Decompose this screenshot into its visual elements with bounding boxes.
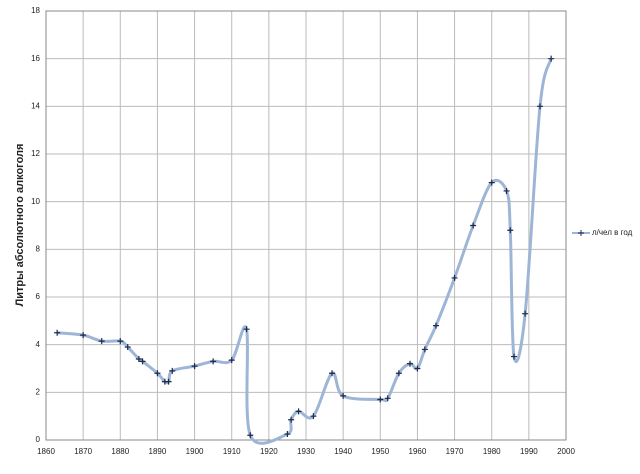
marker [288, 416, 295, 423]
marker [537, 103, 543, 110]
marker [295, 408, 302, 415]
x-tick-label: 1970 [446, 447, 464, 456]
marker [210, 358, 217, 365]
marker [98, 338, 105, 345]
x-tick-label: 1920 [260, 447, 278, 456]
marker [451, 274, 458, 281]
marker [80, 332, 87, 339]
x-tick-label: 1980 [483, 447, 501, 456]
marker [503, 187, 510, 194]
x-tick-label: 2000 [557, 447, 575, 456]
y-tick-label: 0 [36, 435, 41, 444]
legend-marker [578, 230, 584, 236]
x-tick-label: 1960 [409, 447, 427, 456]
y-tick-label: 4 [36, 340, 41, 349]
x-tick-label: 1870 [74, 447, 92, 456]
y-tick-label: 16 [31, 54, 40, 63]
plot-border [45, 10, 567, 441]
marker [135, 355, 142, 362]
x-tick-label: 1950 [371, 447, 389, 456]
marker [414, 365, 421, 372]
marker [470, 222, 477, 229]
legend-label: л/чел в год [592, 228, 633, 237]
marker [377, 396, 384, 403]
marker [310, 413, 317, 420]
marker [154, 370, 161, 377]
marker [243, 326, 250, 333]
x-tick-label: 1910 [223, 447, 241, 456]
x-tick-label: 1930 [297, 447, 315, 456]
marker [522, 310, 529, 317]
marker [384, 395, 391, 402]
x-tick-label: 1890 [149, 447, 167, 456]
marker [433, 322, 439, 329]
marker [191, 363, 198, 370]
marker [395, 370, 402, 377]
marker [421, 346, 428, 353]
marker [511, 353, 517, 360]
marker [247, 432, 254, 439]
marker [507, 227, 514, 234]
marker [340, 392, 347, 399]
y-tick-label: 18 [31, 6, 40, 15]
marker [228, 357, 235, 364]
marker [117, 338, 124, 345]
y-axis-label: Литры абсолютного алкоголя [14, 144, 26, 307]
x-tick-label: 1860 [37, 447, 55, 456]
marker [54, 329, 61, 336]
x-tick-label: 1940 [334, 447, 352, 456]
y-tick-label: 10 [31, 197, 40, 206]
y-tick-label: 12 [31, 149, 40, 158]
marker [124, 344, 131, 351]
y-tick-label: 6 [36, 292, 41, 301]
marker [169, 367, 176, 374]
y-tick-label: 14 [31, 101, 40, 110]
marker [165, 378, 172, 385]
x-tick-label: 1880 [111, 447, 129, 456]
marker [407, 360, 413, 367]
marker [488, 179, 495, 186]
line-series [57, 58, 553, 445]
marker [329, 370, 335, 377]
y-tick-label: 8 [36, 244, 41, 253]
x-tick-label: 1900 [186, 447, 204, 456]
marker [548, 55, 555, 62]
marker [284, 431, 291, 438]
marker [139, 358, 146, 365]
y-tick-label: 2 [36, 387, 41, 396]
x-tick-label: 1990 [520, 447, 538, 456]
